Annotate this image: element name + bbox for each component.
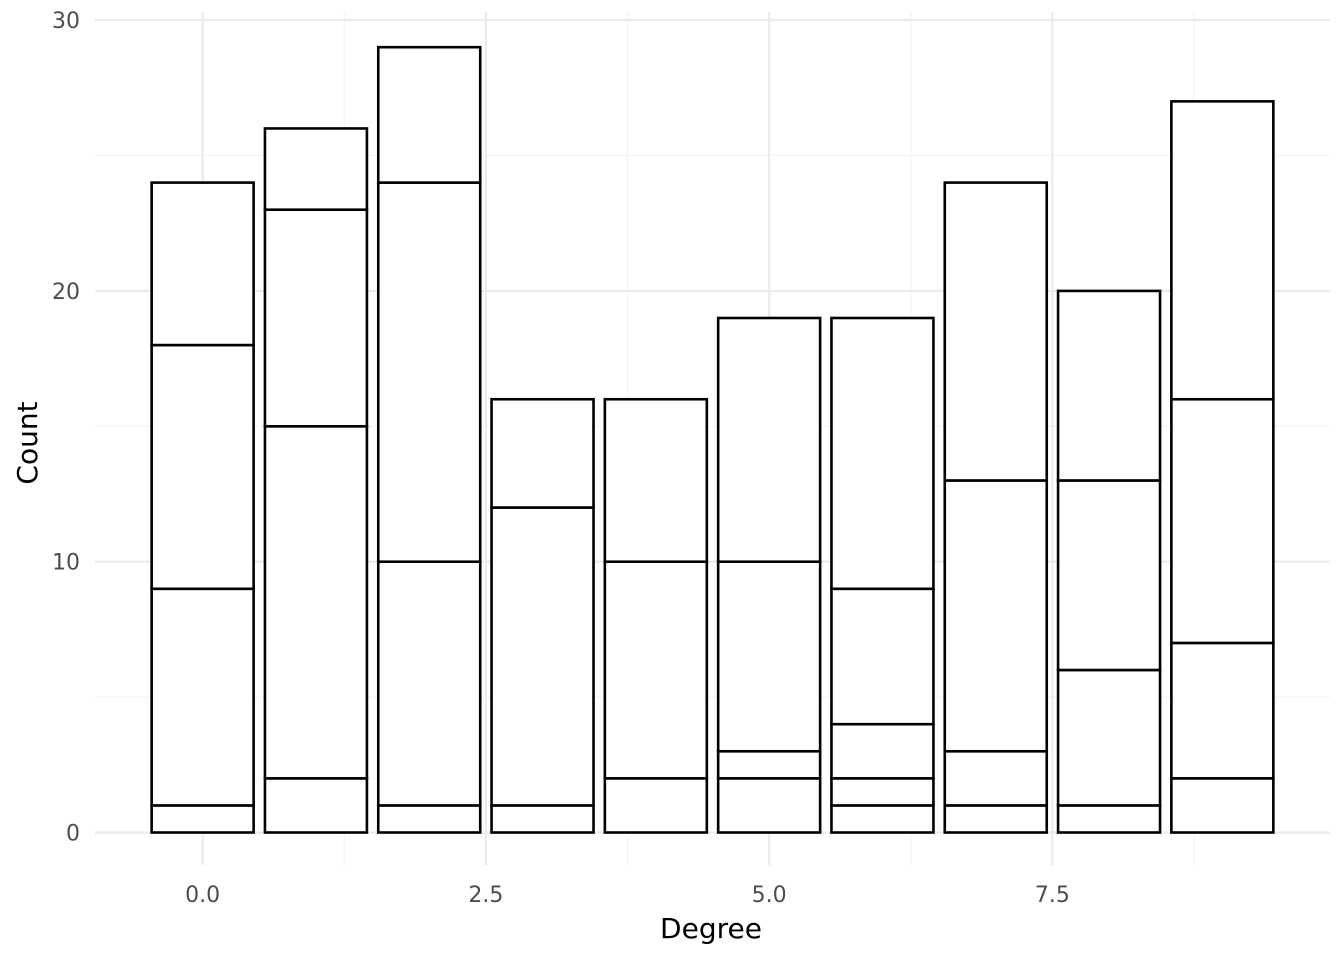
bar-5-segment-3 xyxy=(716,560,822,753)
y-axis-ticks: 0 10 20 30 xyxy=(52,9,80,846)
bar-7-segment-4 xyxy=(943,181,1049,482)
bar-8-segment-4 xyxy=(1056,289,1162,482)
bar-0-segment-2 xyxy=(150,587,255,807)
bar-9-segment-4 xyxy=(1170,100,1275,401)
bar-6-segment-5 xyxy=(830,316,935,591)
bar-2-segment-2 xyxy=(376,560,482,807)
bar-5-segment-1 xyxy=(716,777,822,834)
bar-1-segment-2 xyxy=(263,425,369,780)
bar-9-segment-3 xyxy=(1170,397,1275,645)
bar-3-segment-3 xyxy=(490,397,595,509)
bar-8-segment-1 xyxy=(1056,804,1162,834)
bar-2-segment-4 xyxy=(376,45,482,184)
x-tick-label: 7.5 xyxy=(1035,883,1070,908)
y-tick-label: 10 xyxy=(52,551,80,576)
bar-1-segment-1 xyxy=(263,777,369,834)
bar-2-segment-3 xyxy=(376,181,482,564)
bar-0-segment-1 xyxy=(150,804,255,834)
bar-6-segment-3 xyxy=(830,722,935,780)
bar-7-segment-1 xyxy=(943,804,1049,834)
bar-5-segment-4 xyxy=(716,316,822,564)
bar-1-segment-4 xyxy=(263,127,369,211)
x-axis-title: Degree xyxy=(660,912,762,945)
bar-8-segment-2 xyxy=(1056,668,1162,807)
bar-9-segment-2 xyxy=(1170,641,1275,780)
bar-6-segment-1 xyxy=(830,804,935,834)
bar-9-segment-1 xyxy=(1170,777,1275,834)
bar-5-segment-2 xyxy=(716,749,822,780)
bar-3-segment-2 xyxy=(490,506,595,807)
x-axis-ticks: 0.0 2.5 5.0 7.5 xyxy=(185,883,1070,908)
bar-2-segment-1 xyxy=(376,804,482,834)
x-tick-label: 2.5 xyxy=(468,883,503,908)
y-axis-title: Count xyxy=(11,401,44,484)
y-tick-label: 0 xyxy=(66,822,80,847)
bar-4-segment-3 xyxy=(603,397,709,564)
x-tick-label: 0.0 xyxy=(185,883,220,908)
x-tick-label: 5.0 xyxy=(752,883,787,908)
bars xyxy=(150,45,1275,834)
bar-0-segment-3 xyxy=(150,343,255,591)
bar-6-segment-2 xyxy=(830,777,935,807)
bar-8-segment-3 xyxy=(1056,479,1162,672)
bar-4-segment-1 xyxy=(603,777,709,834)
bar-1-segment-3 xyxy=(263,208,369,428)
bar-0-segment-4 xyxy=(150,181,255,347)
y-tick-label: 20 xyxy=(52,280,80,305)
bar-6-segment-4 xyxy=(830,587,935,726)
y-tick-label: 30 xyxy=(52,9,80,34)
bar-3-segment-1 xyxy=(490,804,595,834)
bar-4-segment-2 xyxy=(603,560,709,780)
bar-7-segment-3 xyxy=(943,479,1049,753)
bar-7-segment-2 xyxy=(943,749,1049,807)
